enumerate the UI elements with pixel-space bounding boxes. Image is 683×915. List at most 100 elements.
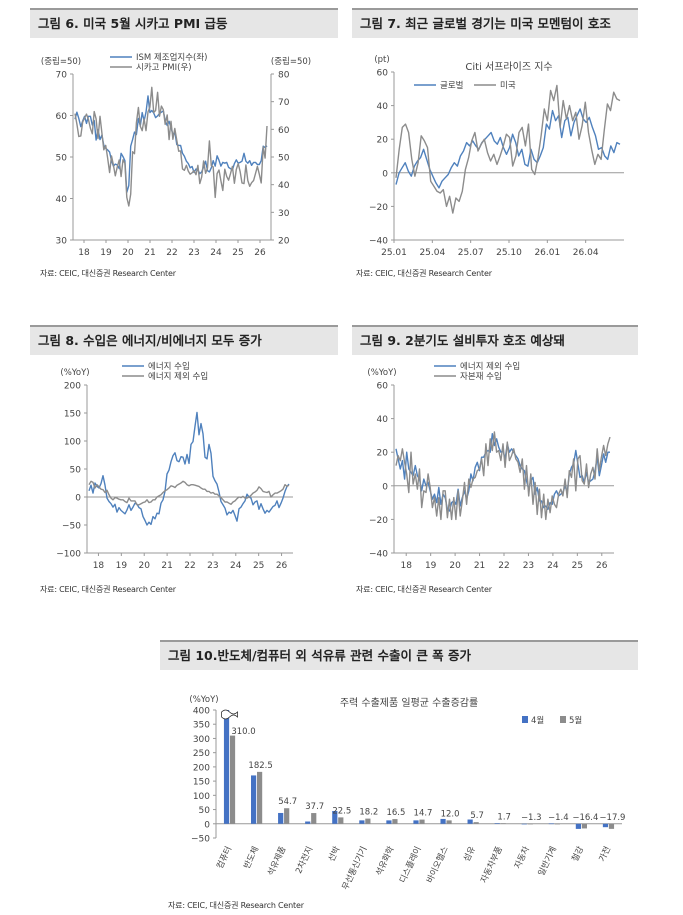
bar-5월 <box>229 735 236 824</box>
y-tick-label: 60 <box>56 112 68 122</box>
figure-9-chart: −40 −20 0 20 40 60 (%YoY) 18 19 20 21 22 23 24 25 26 에너지… <box>367 361 614 571</box>
legend-label: ISM 제조업지수(좌) <box>136 53 208 63</box>
legend-label: 시카고 PMI(우) <box>136 63 192 73</box>
data-label: 1.7 <box>497 812 511 822</box>
bar-4월 <box>251 775 257 824</box>
x-tick-label: 25 <box>253 561 264 571</box>
bar-5월 <box>419 819 425 824</box>
y-tick-label: 50 <box>199 806 211 816</box>
x-tick-label: 26 <box>254 248 266 258</box>
y-tick-label: 0 <box>382 169 388 179</box>
source-note: 자료: CEIC, 대신증권 Research Center <box>40 585 176 594</box>
x-tick-label: 25.01 <box>381 248 407 258</box>
data-label: 37.7 <box>305 802 324 812</box>
data-label: 310.0 <box>231 727 255 737</box>
x-tick-label: 20 <box>449 561 461 571</box>
figure-title: 그림 10.반도체/컴퓨터 외 석유류 관련 수출이 큰 폭 증가 <box>160 640 638 670</box>
category-label: 석유화학 <box>373 844 396 877</box>
x-tick-label: 23 <box>188 248 199 258</box>
category-label: 석유제품 <box>265 844 288 877</box>
category-label: 반도체 <box>241 845 261 871</box>
x-tick-label: 25.04 <box>419 248 445 258</box>
series-line-2 <box>395 431 611 521</box>
category-label: 무선통신기기 <box>341 845 370 892</box>
y-tick-label: 70 <box>56 71 68 81</box>
category-label: 디스플레이 <box>397 845 423 885</box>
series-line-2 <box>88 480 290 506</box>
bar-5월 <box>284 808 290 824</box>
category-label: 자동차 <box>513 845 532 871</box>
x-tick-label: 24 <box>210 248 222 258</box>
y-tick-label: 60 <box>377 69 389 79</box>
y-tick-label: 250 <box>193 749 210 759</box>
source-note: 자료: CEIC, 대신증권 Research Center <box>356 269 492 278</box>
axis-break-marker <box>221 709 238 720</box>
figure-8-panel: 그림 8. 수입은 에너지/비에너지 모두 증가 −100 −50 0 50 100 15… <box>30 325 338 590</box>
figure-6-panel: 그림 6. 미국 5월 시카고 PMI 급등 30 40 50 60 70 (중립=50)… <box>30 8 338 280</box>
left-axis-unit: (중립=50) <box>41 57 81 67</box>
series-line-2 <box>74 86 268 207</box>
data-label: −17.9 <box>599 813 625 823</box>
y-tick-label: −100 <box>56 550 81 560</box>
bar-5월 <box>500 823 506 824</box>
x-tick-label: 19 <box>100 248 112 258</box>
y-tick-label: 150 <box>64 410 81 420</box>
y-right-tick-label: 70 <box>278 98 290 108</box>
y-right-tick-label: 40 <box>278 181 290 191</box>
category-label: 철강 <box>570 844 587 863</box>
x-tick-label: 26.01 <box>534 248 560 258</box>
bar-4월 <box>548 823 554 825</box>
y-tick-label: 20 <box>377 449 389 459</box>
bar-5월 <box>473 822 479 824</box>
x-tick-label: 26 <box>276 561 288 571</box>
legend-label: 에너지 제외 수입 <box>460 361 520 372</box>
x-tick-label: 25.10 <box>496 248 522 258</box>
left-axis-unit: (%YoY) <box>367 368 396 378</box>
x-tick-label: 21 <box>474 561 485 571</box>
data-label: −1.4 <box>548 813 569 823</box>
series-line-2 <box>395 84 621 214</box>
figure-9-panel: 그림 9. 2분기도 설비투자 호조 예상돼 −40 −20 0 20 40 60 (%Yo… <box>352 325 638 590</box>
data-label: 12.0 <box>441 809 460 819</box>
x-tick-label: 25 <box>232 248 243 258</box>
x-tick-label: 22 <box>166 248 177 258</box>
y-right-tick-label: 30 <box>278 209 290 219</box>
x-tick-label: 20 <box>138 561 150 571</box>
x-tick-label: 18 <box>400 561 412 571</box>
bar-5월 <box>527 823 533 825</box>
x-tick-label: 23 <box>523 561 534 571</box>
right-axis-unit: (중립=50) <box>271 57 311 67</box>
bar-5월 <box>257 771 263 824</box>
data-label: 54.7 <box>278 797 297 807</box>
y-tick-label: 40 <box>56 195 68 205</box>
x-tick-label: 25 <box>572 561 583 571</box>
y-tick-label: −40 <box>369 237 388 247</box>
x-tick-label: 19 <box>425 561 437 571</box>
x-tick-label: 22 <box>184 561 195 571</box>
source-note: 자료: CEIC, 대신증권 Research Center <box>356 585 492 594</box>
bar-4월 <box>278 812 284 824</box>
left-axis-unit: (pt) <box>374 55 389 65</box>
legend-label: 자본재 수입 <box>460 372 502 382</box>
x-tick-label: 18 <box>78 248 90 258</box>
left-axis-unit: (%YoY) <box>189 695 218 705</box>
bar-4월 <box>467 819 473 824</box>
x-tick-label: 19 <box>116 561 128 571</box>
y-right-tick-label: 50 <box>278 154 290 164</box>
x-tick-label: 26 <box>596 561 608 571</box>
legend-label: 5월 <box>569 715 582 726</box>
legend-label: 4월 <box>531 715 544 726</box>
x-tick-label: 24 <box>547 561 559 571</box>
chart-title: Citi 서프라이즈 지수 <box>465 61 552 73</box>
figure-6-chart: 30 40 50 60 70 (중립=50) 20 30 40 50 60 70 80 (중립=50) 18… <box>41 53 311 258</box>
x-tick-label: 20 <box>122 248 134 258</box>
bar-4월 <box>440 818 446 824</box>
y-tick-label: 40 <box>377 415 389 425</box>
figure-7-chart: −40 −20 0 20 40 60 (pt) 25.01 25.04 25.07 25.10 26.… <box>369 55 624 258</box>
series-line-1 <box>88 411 290 526</box>
bar-4월 <box>223 710 230 824</box>
y-tick-label: −20 <box>369 203 388 213</box>
figure-title: 그림 6. 미국 5월 시카고 PMI 급등 <box>30 8 338 38</box>
x-tick-label: 18 <box>93 561 105 571</box>
y-tick-label: 0 <box>75 494 81 504</box>
